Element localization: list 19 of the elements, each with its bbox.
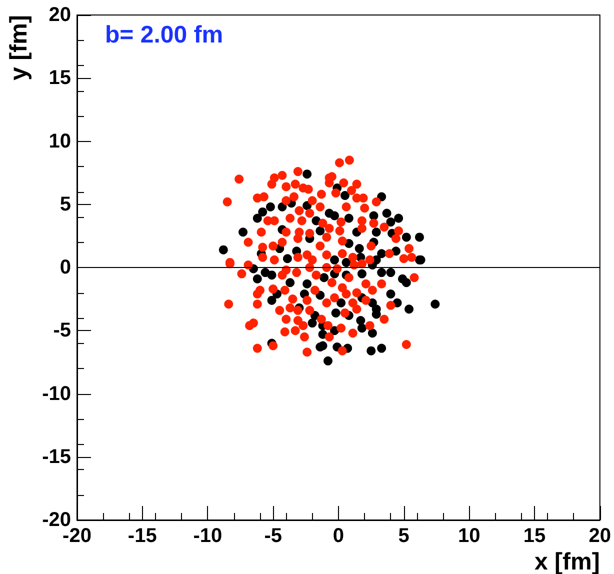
y-axis-title: y [fm] xyxy=(6,15,32,80)
x-tick-label: 5 xyxy=(398,525,410,547)
chart-title: b= 2.00 fm xyxy=(105,22,224,48)
x-tick-label: 0 xyxy=(332,525,344,547)
x-tick-label: 20 xyxy=(588,525,611,547)
x-tick-label: 10 xyxy=(458,525,480,547)
x-tick-label: -10 xyxy=(193,525,222,547)
y-tick-label: 20 xyxy=(48,4,71,26)
y-tick-label: 10 xyxy=(48,130,71,152)
y-tick-label: -15 xyxy=(42,446,71,468)
y-tick-label: 0 xyxy=(60,256,71,278)
x-tick-label: 15 xyxy=(523,525,546,547)
x-tick-label: -5 xyxy=(264,525,282,547)
x-tick-label: -15 xyxy=(128,525,157,547)
y-tick-label: -5 xyxy=(53,320,71,342)
y-tick-label: -20 xyxy=(42,509,71,531)
y-tick-label: -10 xyxy=(42,382,71,405)
y-tick-label: 5 xyxy=(60,193,71,216)
y-tick-label: 15 xyxy=(48,67,71,90)
